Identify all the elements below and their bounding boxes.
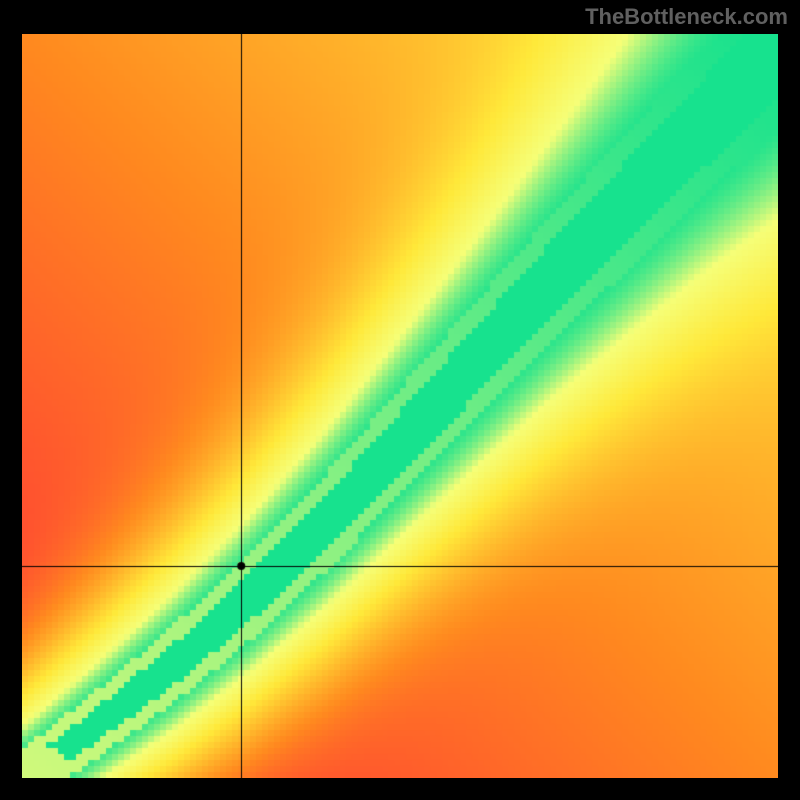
watermark-text: TheBottleneck.com — [585, 4, 788, 30]
crosshair-overlay — [22, 34, 778, 778]
chart-container: TheBottleneck.com — [0, 0, 800, 800]
